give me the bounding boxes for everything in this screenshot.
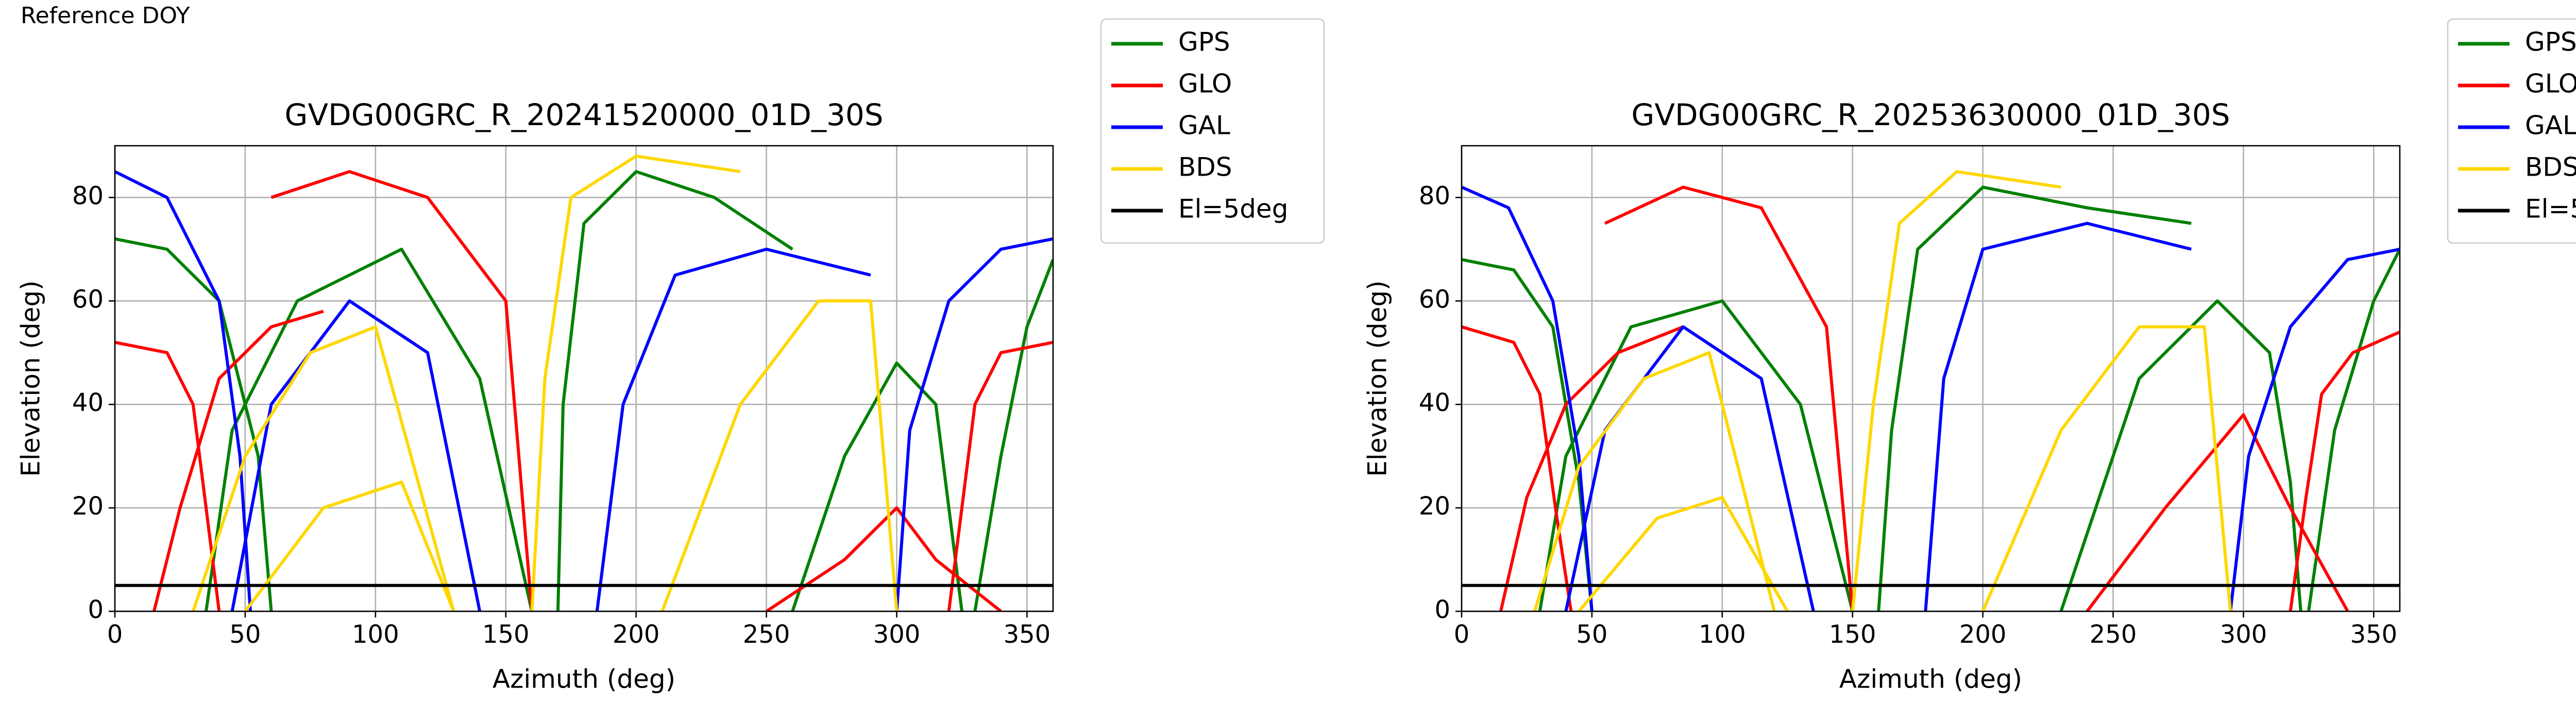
x-tick-label: 150 bbox=[482, 620, 530, 649]
x-axis-label: Azimuth (deg) bbox=[1839, 664, 2022, 694]
x-tick-label: 350 bbox=[2350, 620, 2398, 649]
chart: GVDG00GRC_R_20241520000_01D_30S 0 50 100 150… bbox=[16, 18, 1325, 694]
x-tick-label: 200 bbox=[1959, 620, 2007, 649]
x-tick-label: 150 bbox=[1829, 620, 1876, 649]
track-line bbox=[115, 170, 1053, 611]
axes-frame bbox=[114, 145, 1054, 612]
track-line bbox=[1462, 185, 2400, 611]
track-line bbox=[1462, 185, 2400, 611]
y-tick-label: 20 bbox=[1419, 492, 1450, 521]
x-tick-label: 200 bbox=[613, 620, 660, 649]
axes-frame bbox=[1461, 145, 2401, 612]
legend-label: GPS bbox=[2525, 27, 2576, 57]
legend: GPS GLO GAL BDS El=5deg bbox=[1100, 18, 1325, 244]
chart: GVDG00GRC_R_20253630000_01D_30S 0 50 100 150… bbox=[1363, 18, 2576, 694]
y-tick-label: 40 bbox=[72, 388, 104, 417]
track-line bbox=[1462, 185, 2400, 611]
x-tick-label: 300 bbox=[873, 620, 921, 649]
x-tick-label: 50 bbox=[1576, 620, 1607, 649]
legend-label: El=5deg bbox=[2525, 194, 2576, 224]
y-tick-label: 0 bbox=[88, 595, 104, 624]
legend-label: GAL bbox=[1178, 111, 1230, 141]
plot-area bbox=[1462, 170, 2400, 611]
track-line bbox=[115, 170, 1053, 611]
y-tick-label: 80 bbox=[1419, 181, 1450, 210]
x-tick-label: 350 bbox=[1004, 620, 1051, 649]
legend-label: GLO bbox=[1178, 69, 1232, 99]
y-tick-label: 80 bbox=[72, 181, 104, 210]
y-tick-label: 40 bbox=[1419, 388, 1450, 417]
y-axis-label: Elevation (deg) bbox=[1363, 280, 1393, 476]
y-tick-label: 0 bbox=[1434, 595, 1450, 624]
track-line bbox=[1533, 170, 2232, 611]
legend-label: El=5deg bbox=[1178, 194, 1288, 224]
legend-label: GPS bbox=[1178, 27, 1230, 57]
x-tick-label: 250 bbox=[2090, 620, 2137, 649]
track-line bbox=[191, 155, 899, 611]
legend-box bbox=[1100, 18, 1325, 244]
legend-label: GLO bbox=[2525, 69, 2576, 99]
chart-title: GVDG00GRC_R_20253630000_01D_30S bbox=[1631, 97, 2230, 132]
plot-area bbox=[115, 155, 1053, 611]
header: Reference DOY bbox=[21, 3, 190, 29]
x-axis-label: Azimuth (deg) bbox=[493, 664, 675, 694]
x-tick-label: 0 bbox=[107, 620, 123, 649]
x-tick-label: 300 bbox=[2220, 620, 2267, 649]
y-tick-label: 60 bbox=[72, 285, 104, 314]
x-tick-label: 100 bbox=[352, 620, 399, 649]
x-tick-label: 250 bbox=[743, 620, 790, 649]
x-tick-label: 0 bbox=[1454, 620, 1470, 649]
legend: GPS GLO GAL BDS El=5deg bbox=[2447, 18, 2576, 244]
legend-label: BDS bbox=[1178, 152, 1232, 182]
chart-title: GVDG00GRC_R_20241520000_01D_30S bbox=[284, 97, 883, 132]
x-tick-label: 100 bbox=[1699, 620, 1746, 649]
y-tick-label: 20 bbox=[72, 492, 104, 521]
x-tick-label: 50 bbox=[229, 620, 261, 649]
y-axis-label: Elevation (deg) bbox=[16, 280, 46, 476]
legend-label: BDS bbox=[2525, 152, 2576, 182]
track-line bbox=[115, 170, 1053, 611]
y-tick-label: 60 bbox=[1419, 285, 1450, 314]
legend-label: GAL bbox=[2525, 111, 2576, 141]
legend-box bbox=[2447, 18, 2576, 244]
